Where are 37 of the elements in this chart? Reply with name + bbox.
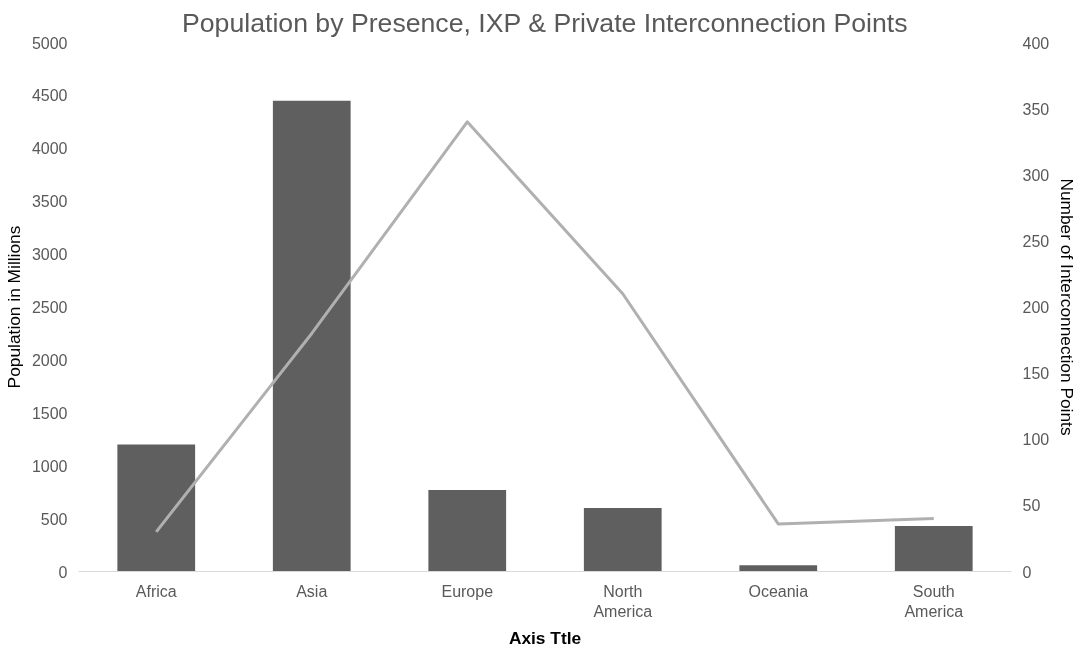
x-tick-label: Europe: [441, 582, 494, 600]
y2-tick-label: 200: [1022, 299, 1050, 316]
y-tick-label: 2500: [31, 299, 68, 316]
x-tick-label: North America: [593, 582, 653, 620]
y2-tick-label: 50: [1022, 497, 1041, 515]
bar: [894, 526, 973, 572]
y-tick-label: 3000: [31, 246, 68, 264]
y2-tick-label: 400: [1022, 34, 1050, 52]
y-tick-label: 2000: [31, 351, 68, 369]
x-tick-label: Asia: [296, 582, 328, 600]
y2-tick-label: 150: [1022, 365, 1050, 383]
y2-tick-label: 350: [1022, 100, 1050, 118]
y-tick-label: 0: [58, 563, 68, 581]
y-tick-label: 4500: [31, 87, 68, 105]
bar: [583, 508, 662, 572]
x-tick-label: South America: [904, 582, 964, 620]
bar: [428, 490, 507, 572]
bar: [117, 444, 196, 572]
line-series: [154, 120, 936, 534]
bar: [739, 565, 818, 572]
x-axis-title: Axis Ttle: [508, 627, 582, 648]
y2-tick-label: 250: [1022, 232, 1050, 250]
y-tick-label: 1000: [31, 457, 68, 475]
y2-axis-title: Number of Interconnection Points: [1057, 178, 1078, 436]
y2-tick-label: 100: [1022, 431, 1050, 449]
y2-tick-label: 300: [1022, 166, 1050, 184]
chart-title: Population by Presence, IXP & Private Interconnection Points: [181, 7, 908, 38]
bar: [272, 100, 351, 572]
y2-tick-label: 0: [1022, 563, 1032, 581]
y-tick-label: 4000: [31, 140, 68, 158]
x-tick-label: Oceania: [748, 582, 809, 600]
x-tick-label: Africa: [135, 582, 177, 600]
y-tick-label: 1500: [31, 404, 68, 422]
y-tick-label: 3500: [31, 193, 68, 211]
y-axis-title: Population in Millions: [3, 225, 24, 389]
y-tick-label: 500: [40, 510, 68, 528]
y-tick-label: 5000: [31, 34, 68, 52]
